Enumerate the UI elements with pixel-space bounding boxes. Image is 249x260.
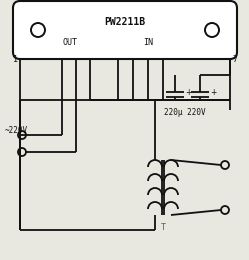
Text: T: T bbox=[161, 223, 166, 232]
Text: 7: 7 bbox=[232, 55, 237, 64]
Text: ~220V: ~220V bbox=[5, 126, 28, 134]
Text: OUT: OUT bbox=[62, 37, 77, 47]
Text: 1: 1 bbox=[13, 55, 18, 64]
Text: +: + bbox=[185, 88, 191, 96]
Circle shape bbox=[31, 23, 45, 37]
FancyBboxPatch shape bbox=[13, 1, 237, 59]
Text: 220μ 220V: 220μ 220V bbox=[164, 108, 206, 117]
Text: PW2211B: PW2211B bbox=[104, 17, 146, 27]
Text: +: + bbox=[210, 88, 216, 96]
Text: IN: IN bbox=[143, 37, 153, 47]
Circle shape bbox=[205, 23, 219, 37]
